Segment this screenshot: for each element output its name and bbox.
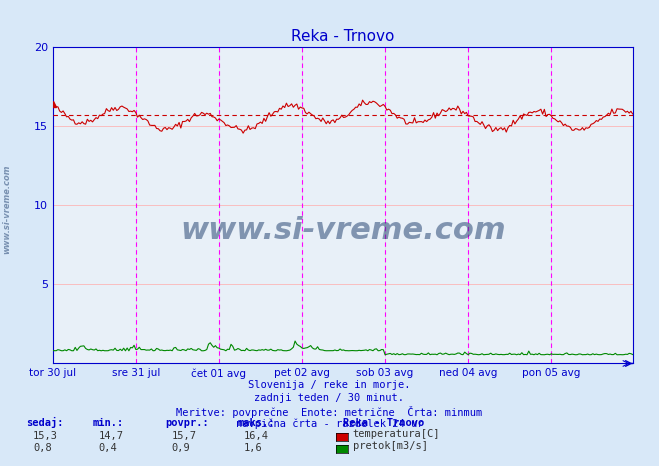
- Text: pretok[m3/s]: pretok[m3/s]: [353, 441, 428, 451]
- Text: 14,7: 14,7: [99, 431, 124, 441]
- Text: min.:: min.:: [92, 418, 123, 428]
- Text: Slovenija / reke in morje.: Slovenija / reke in morje.: [248, 380, 411, 390]
- Text: 0,4: 0,4: [99, 443, 117, 453]
- Text: navpična črta - razdelek 24 ur: navpična črta - razdelek 24 ur: [236, 419, 423, 430]
- Text: temperatura[C]: temperatura[C]: [353, 429, 440, 439]
- Text: povpr.:: povpr.:: [165, 418, 208, 428]
- Text: www.si-vreme.com: www.si-vreme.com: [180, 216, 505, 245]
- Title: Reka - Trnovo: Reka - Trnovo: [291, 29, 394, 44]
- Text: 15,7: 15,7: [171, 431, 196, 441]
- Text: 15,3: 15,3: [33, 431, 58, 441]
- Text: 0,8: 0,8: [33, 443, 51, 453]
- Text: sedaj:: sedaj:: [26, 418, 64, 428]
- Text: 16,4: 16,4: [244, 431, 269, 441]
- Text: www.si-vreme.com: www.si-vreme.com: [2, 165, 11, 254]
- Text: 0,9: 0,9: [171, 443, 190, 453]
- Text: 1,6: 1,6: [244, 443, 262, 453]
- Text: zadnji teden / 30 minut.: zadnji teden / 30 minut.: [254, 393, 405, 403]
- Text: Reka - Trnovo: Reka - Trnovo: [343, 418, 424, 428]
- Text: Meritve: povprečne  Enote: metrične  Črta: minmum: Meritve: povprečne Enote: metrične Črta:…: [177, 406, 482, 418]
- Text: maks.:: maks.:: [237, 418, 275, 428]
